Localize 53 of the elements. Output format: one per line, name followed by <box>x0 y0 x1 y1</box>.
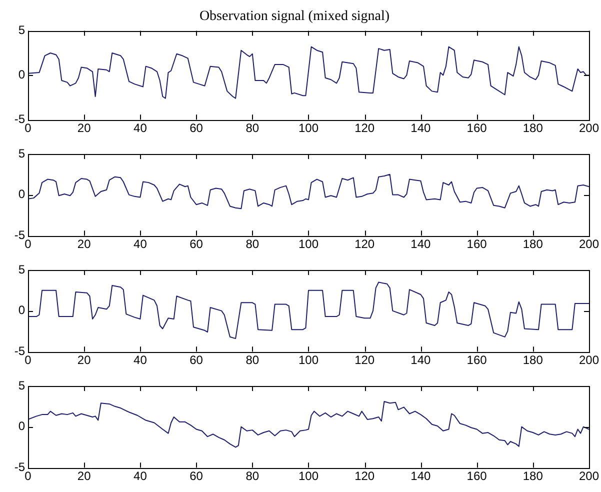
x-tick-label: 20 <box>77 121 92 136</box>
x-tick-label: 80 <box>246 237 260 252</box>
x-tick-label: 20 <box>77 237 92 252</box>
x-tick-label: 200 <box>578 121 600 136</box>
x-tick-label: 120 <box>354 469 375 484</box>
y-tick-label: 5 <box>18 262 26 276</box>
x-tick-label: 160 <box>466 469 488 484</box>
x-tick-label: 40 <box>134 121 148 136</box>
y-tick-label: 0 <box>18 68 26 82</box>
x-tick-label: 100 <box>298 469 319 484</box>
y-tick-label: -5 <box>14 112 26 126</box>
x-tick-label: 60 <box>190 121 204 136</box>
x-tick-label: 180 <box>522 121 544 136</box>
x-tick-label: 100 <box>298 237 319 252</box>
x-tick-label: 140 <box>410 121 432 136</box>
x-tick-label: 140 <box>410 237 432 252</box>
x-tick-label: 100 <box>298 121 319 136</box>
x-tick-label: 200 <box>578 353 600 368</box>
x-tick-label: 180 <box>522 237 544 252</box>
x-tick-label: 180 <box>522 353 544 368</box>
x-tick-label: 60 <box>190 469 204 484</box>
x-tick-label: 120 <box>354 121 375 136</box>
chart-title: Observation signal (mixed signal) <box>199 9 390 24</box>
x-tick-label: 80 <box>246 353 260 368</box>
x-tick-label: 80 <box>246 469 260 484</box>
x-tick-label: 60 <box>190 237 204 252</box>
x-tick-label: 80 <box>246 121 260 136</box>
y-tick-label: -5 <box>14 344 26 358</box>
x-tick-label: 160 <box>466 353 488 368</box>
x-tick-label: 100 <box>298 353 319 368</box>
x-tick-label: 40 <box>134 469 148 484</box>
y-tick-label: 5 <box>18 146 26 160</box>
x-tick-label: 200 <box>578 237 600 252</box>
x-tick-label: 180 <box>522 469 544 484</box>
x-tick-label: 120 <box>354 237 375 252</box>
x-tick-label: 40 <box>134 353 148 368</box>
y-tick-label: 5 <box>18 23 26 38</box>
x-tick-label: 140 <box>410 469 432 484</box>
x-tick-label: 20 <box>77 469 92 484</box>
y-tick-label: -5 <box>14 228 26 242</box>
x-tick-label: 120 <box>354 353 375 368</box>
x-tick-label: 160 <box>466 121 488 136</box>
y-tick-label: -5 <box>14 460 26 474</box>
y-tick-label: 0 <box>18 303 26 318</box>
x-tick-label: 160 <box>466 237 488 252</box>
x-tick-label: 140 <box>410 353 432 368</box>
y-tick-label: 0 <box>18 187 26 202</box>
y-tick-label: 0 <box>18 419 26 434</box>
x-tick-label: 40 <box>134 237 148 252</box>
x-tick-label: 60 <box>190 353 204 368</box>
x-tick-label: 200 <box>578 469 600 484</box>
y-tick-label: 5 <box>18 378 26 392</box>
x-tick-label: 20 <box>77 353 92 368</box>
